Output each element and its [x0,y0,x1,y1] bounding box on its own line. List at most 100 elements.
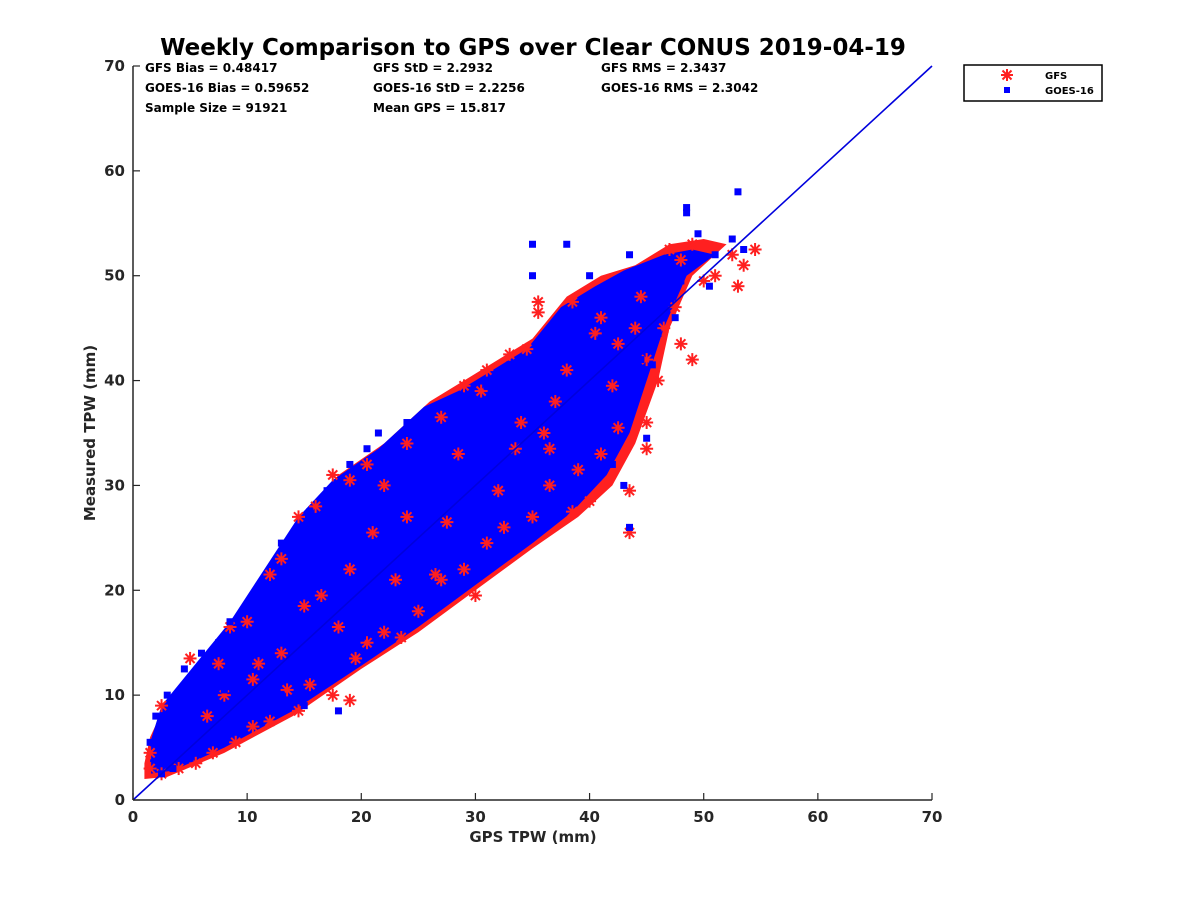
gfs-point-stroke [652,375,664,386]
goes-cloud [150,249,716,774]
stat-mean-gps: Mean GPS = 15.817 [373,101,506,115]
gfs-point-stroke [732,280,744,292]
y-tick-label: 60 [104,162,125,180]
goes-point [374,429,382,437]
gfs-point-stroke [144,747,156,759]
goes-point [226,618,234,626]
gfs-point-stroke [241,616,253,627]
gfs-point-stroke [327,469,339,481]
gfs-point [326,688,340,702]
gfs-point [274,646,288,660]
stat-goes-std: GOES-16 StD = 2.2256 [373,81,525,95]
gfs-point [263,568,277,582]
gfs-point-stroke [327,689,339,701]
chart-title: Weekly Comparison to GPS over Clear CONU… [160,35,906,61]
gfs-point-stroke [213,658,224,669]
goes-point [506,361,514,369]
goes-point [483,429,491,437]
gfs-point-stroke [435,574,447,586]
gfs-point-stroke [698,275,709,287]
goes-point [426,413,434,421]
reference-line-group [132,65,933,801]
goes-point [614,282,622,290]
gfs-point [685,237,699,251]
stat-goes-bias: GOES-16 Bias = 0.59652 [145,81,309,95]
goes-point [603,298,611,306]
goes-point [705,282,713,290]
gfs-point-stroke [687,239,698,250]
gfs-point [537,426,551,440]
gfs-point [246,720,260,734]
gfs-point-stroke [247,721,259,732]
gfs-point-stroke [749,244,761,255]
legend-goes-label: GOES-16 [1045,86,1094,97]
y-tick-label: 20 [104,581,125,599]
gfs-point [183,651,197,665]
gfs-point-stroke [201,710,213,722]
gfs-point [389,573,403,587]
goes-point [586,272,594,280]
gfs-point [377,625,391,639]
gfs-point [246,672,260,686]
gfs-point [531,305,545,319]
goes-point [574,314,582,322]
gfs-point-stroke [264,569,276,580]
gfs-point-stroke [247,674,259,685]
gfs-point-stroke [276,647,287,659]
data-cloud [144,239,727,780]
goes-point [620,324,628,332]
gfs-point-stroke [515,417,527,428]
gfs-point-stroke [550,396,561,407]
goes-point [317,675,325,683]
goes-point [209,738,217,746]
gfs-point [240,615,254,629]
x-tick-label: 60 [807,808,828,826]
goes-point [683,204,691,212]
y-axis-label: Measured TPW (mm) [81,345,99,521]
gfs-point [674,253,688,267]
gfs-point [748,243,762,256]
gfs-point-stroke [538,427,550,439]
goes-point [506,508,514,516]
gfs-point [331,620,345,634]
gfs-point-stroke [207,747,219,759]
gfs-point [685,353,699,367]
gfs-point-stroke [264,716,276,727]
goes-point [529,272,536,280]
goes-point [563,429,571,437]
gfs-point [343,473,357,487]
goes-point [386,513,394,521]
gfs-point [708,269,722,283]
goes-point [620,481,628,489]
gfs-point-stroke [361,637,373,648]
gfs-point-stroke [607,380,618,392]
goes-point [643,434,651,442]
gfs-point [366,526,380,540]
gfs-point-stroke [584,495,595,507]
gfs-point-stroke [350,653,361,664]
y-tick-label: 10 [104,686,125,704]
gfs-point-stroke [344,695,356,706]
goes-point [529,240,536,248]
gfs-point-stroke [441,516,453,528]
gfs-point [640,416,654,430]
gfs-point [737,258,751,272]
goes-point [460,550,468,558]
goes-point [346,460,354,468]
goes-point [180,665,188,673]
gfs-point-stroke [190,758,202,769]
goes-point [580,356,588,364]
gfs-point-stroke [361,459,373,470]
gfs-point [400,436,414,450]
gfs-point [674,337,688,351]
gfs-point [143,746,157,760]
gfs-point-stroke [230,737,241,748]
gfs-point [360,457,374,471]
goes-point [437,471,445,479]
gfs-point [274,552,288,566]
gfs-point [662,243,676,256]
gfs-point-stroke [390,574,401,586]
gfs-point [252,657,266,671]
legend: GFS GOES-16 [963,64,1103,102]
gfs-point [428,568,442,582]
